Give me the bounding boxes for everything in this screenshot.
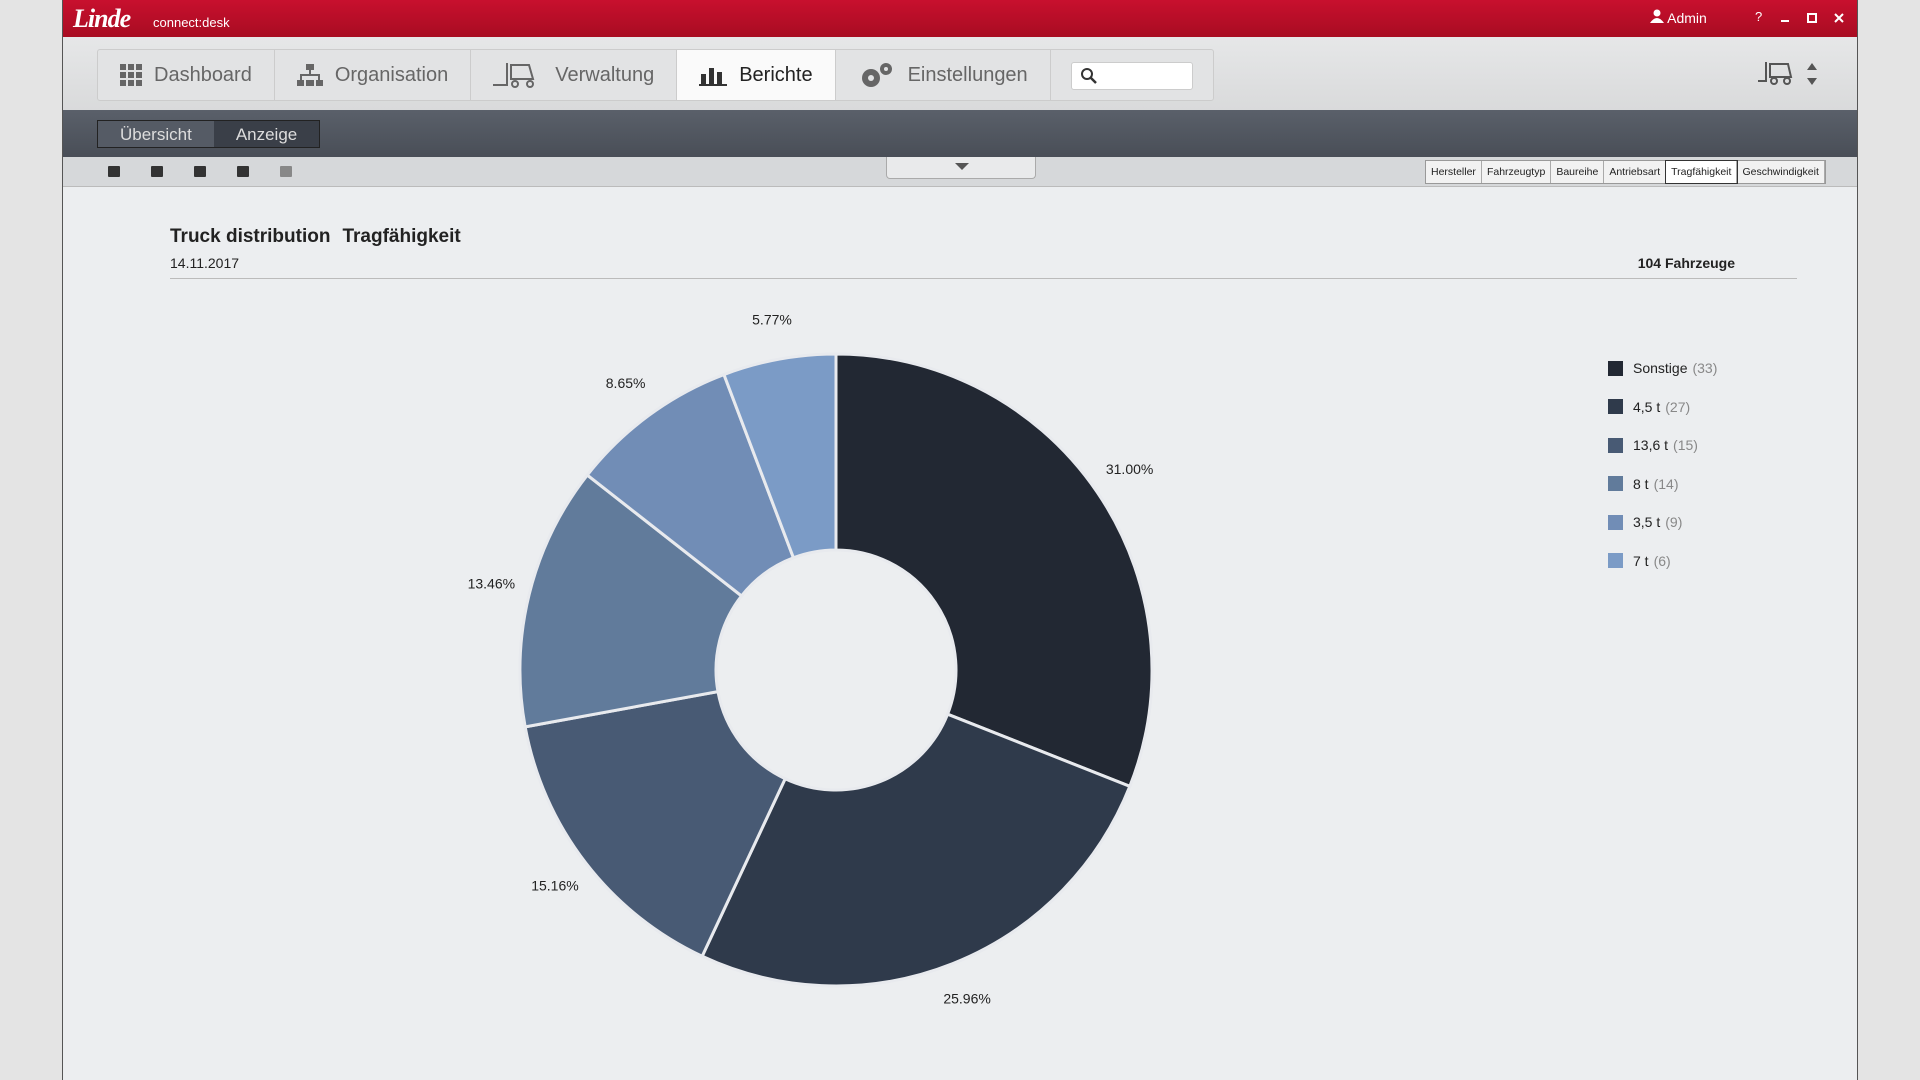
minimize-button[interactable] [1780, 13, 1790, 23]
slice-label: 31.00% [1106, 461, 1153, 477]
donut-slice [700, 712, 1132, 988]
filter-tab[interactable]: Fahrzeugtyp [1482, 161, 1552, 183]
breadcrumb: Übersicht Anzeige [97, 120, 321, 148]
user-menu[interactable]: Admin [1650, 9, 1707, 26]
legend-swatch [1608, 514, 1623, 530]
legend-label: 3,5 t [1633, 514, 1661, 530]
tab-icon [296, 64, 323, 86]
title-subject: Tragfähigkeit [342, 226, 461, 247]
filter-tab[interactable]: Geschwindigkeit [1737, 161, 1825, 183]
legend-count: (27) [1665, 398, 1691, 415]
mail-button[interactable] [194, 166, 206, 177]
tab-label: Organisation [334, 63, 449, 86]
legend-count: (14) [1653, 475, 1679, 492]
product-name: connect:desk [153, 15, 230, 30]
legend-swatch [1608, 553, 1623, 568]
close-button[interactable] [1834, 13, 1844, 23]
print-button[interactable] [151, 166, 163, 177]
slice-label: 8.65% [606, 375, 646, 391]
nav-tab[interactable]: Dashboard [98, 50, 275, 100]
nav-tab[interactable]: Verwaltung [471, 50, 678, 100]
dropdown-arrow [955, 163, 969, 170]
user-name: Admin [1667, 10, 1707, 26]
tab-icon [493, 63, 535, 88]
search-icon [1080, 68, 1097, 84]
legend-swatch [1608, 399, 1623, 414]
legend-label: 4,5 t [1633, 398, 1661, 415]
legend-label: Sonstige [1633, 360, 1688, 376]
filter-tab[interactable]: Hersteller [1426, 161, 1482, 183]
slice-label: 13.46% [468, 576, 515, 592]
save-button[interactable] [237, 166, 249, 177]
nav-tab[interactable]: Organisation [275, 50, 472, 100]
report-total: 104 Fahrzeuge [1637, 255, 1735, 271]
nav-tab[interactable]: Berichte [677, 50, 836, 100]
legend-label: 13,6 t [1633, 437, 1669, 453]
nav-tabs: Dashboard Organisation Verwaltung Berich… [97, 49, 1214, 101]
filter-tab[interactable]: Baureihe [1551, 161, 1605, 183]
slice-label: 5.77% [752, 312, 792, 328]
donut-slice [523, 689, 788, 959]
legend-count: (9) [1665, 514, 1683, 530]
legend-swatch [1608, 360, 1623, 376]
legend-item: 7 t (6) [1608, 553, 1671, 569]
legend-item: 4,5 t (27) [1608, 399, 1690, 415]
breadcrumb-item[interactable]: Anzeige [235, 125, 298, 144]
legend-label: 7 t [1633, 552, 1649, 569]
legend-item: 3,5 t (9) [1608, 514, 1682, 530]
share-button[interactable] [108, 166, 120, 177]
report-title: Truck distribution Tragfähigkeit [170, 226, 461, 248]
legend-swatch [1608, 437, 1623, 453]
divider [170, 278, 1797, 279]
maximize-button[interactable] [1807, 13, 1817, 23]
tab-icon [120, 64, 142, 86]
sub-bar: Übersicht Anzeige [63, 110, 1857, 157]
brand: Linde [73, 4, 131, 33]
report-date: 14.11.2017 [170, 255, 240, 271]
nav-tab[interactable]: Einstellungen [836, 50, 1051, 100]
tab-label: Berichte [739, 63, 813, 86]
donut-slice [721, 352, 838, 560]
user-icon [1650, 9, 1664, 23]
legend-swatch [1608, 476, 1623, 491]
legend-count: (15) [1673, 437, 1698, 453]
slice-label: 25.96% [943, 991, 990, 1007]
legend-label: 8 t [1633, 475, 1649, 492]
tab-label: Verwaltung [555, 63, 655, 86]
legend-count: (33) [1692, 360, 1718, 376]
export-button[interactable] [280, 166, 292, 177]
toolbar: Hersteller Fahrzeugtyp Baureihe Antriebsart… [63, 157, 1857, 187]
filter-tab[interactable]: Antriebsart [1604, 161, 1667, 183]
tab-icon [699, 68, 728, 86]
breadcrumb-item[interactable]: Übersicht [98, 121, 214, 147]
tab-label: Dashboard [154, 63, 252, 86]
help-button[interactable]: ? [1755, 9, 1763, 24]
donut-slice [834, 352, 1154, 789]
fleet-switch[interactable] [1758, 59, 1818, 89]
tab-icon [861, 63, 892, 87]
donut-slice [518, 472, 744, 729]
app-window: Linde connect:desk Admin ? Dashboard Org… [62, 0, 1858, 1080]
search-box[interactable] [1070, 62, 1193, 90]
legend-count: (6) [1653, 552, 1671, 569]
filter-tabs: Hersteller Fahrzeugtyp Baureihe Antriebsart… [1425, 160, 1826, 184]
filter-tab[interactable]: Tragfähigkeit [1665, 160, 1739, 184]
report: Truck distribution Tragfähigkeit 14.11.20… [63, 188, 1857, 1080]
title-bar: Linde connect:desk Admin ? [63, 0, 1857, 37]
legend-item: 8 t (14) [1608, 476, 1678, 492]
legend-item: Sonstige (33) [1608, 360, 1717, 376]
dropdown-toggle[interactable] [886, 157, 1036, 179]
donut-chart: 31.00% 25.96% 15.16% 13.46% 8.65% 5.77% [468, 312, 1154, 1007]
tab-label: Einstellungen [907, 63, 1028, 86]
main-nav: Dashboard Organisation Verwaltung Berich… [63, 37, 1857, 110]
legend-item: 13,6 t (15) [1608, 437, 1698, 453]
slice-label: 15.16% [531, 878, 578, 894]
title-text: Truck distribution [170, 226, 331, 247]
